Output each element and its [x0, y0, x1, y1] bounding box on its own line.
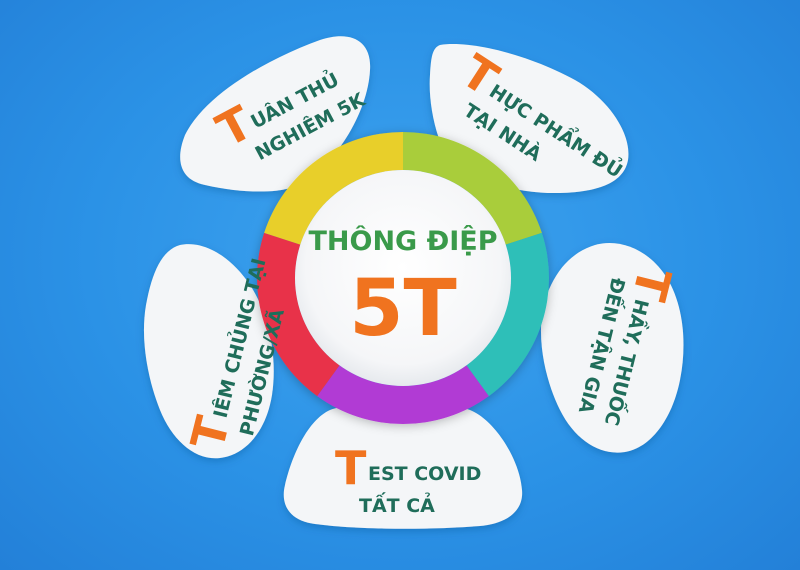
petal-line1: EST COVID [368, 463, 481, 485]
color-ring [257, 132, 549, 424]
ring-segment [317, 365, 489, 424]
petal-label-bottom: T EST COVID TẤT CẢ [335, 441, 481, 517]
petal-left [143, 244, 274, 459]
ring-segment [257, 232, 340, 397]
ring-segment [403, 132, 542, 245]
center-disc [295, 170, 511, 386]
center-number: 5T [349, 264, 456, 354]
ring-segment [264, 132, 403, 245]
petal-top-left [180, 36, 371, 192]
ring-segment [466, 232, 549, 397]
center-title: THÔNG ĐIỆP [308, 225, 497, 257]
petal-right [540, 243, 684, 453]
petal-initial: T [335, 441, 367, 495]
petal-line2: TẤT CẢ [359, 491, 435, 517]
petal-bottom [283, 402, 523, 529]
